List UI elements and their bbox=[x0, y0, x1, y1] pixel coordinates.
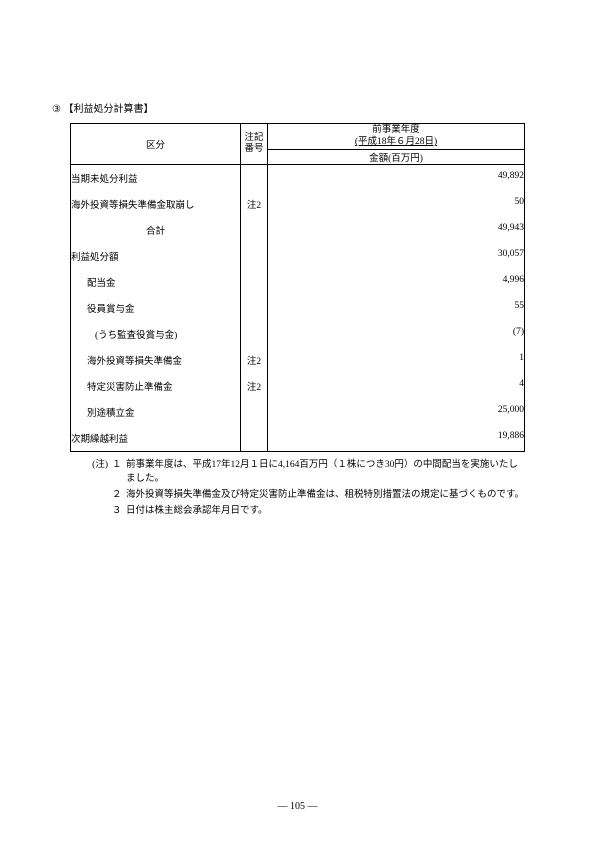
table-row-label: 利益処分額 bbox=[71, 243, 241, 269]
note-prefix bbox=[70, 504, 112, 518]
table-row-note: 注2 bbox=[241, 347, 268, 373]
table-row-amount: 1 bbox=[268, 347, 525, 373]
note-text: 海外投資等損失準備金及び特定災害防止準備金は、租税特別措置法の規定に基づくもので… bbox=[126, 488, 525, 502]
table-row-note bbox=[241, 164, 268, 191]
page-number: ― 105 ― bbox=[0, 801, 595, 812]
table-row-note: 注2 bbox=[241, 191, 268, 217]
note-number: ２ bbox=[112, 488, 126, 502]
table-row-amount: 4 bbox=[268, 373, 525, 399]
table-row-note bbox=[241, 295, 268, 321]
note-prefix: (注) bbox=[70, 458, 112, 487]
table-row-amount: (7) bbox=[268, 321, 525, 347]
table-row-label: 配当金 bbox=[71, 269, 241, 295]
table-row-amount: 49,892 bbox=[268, 164, 525, 191]
table-row-label: 別途積立金 bbox=[71, 399, 241, 425]
note-number: １ bbox=[112, 458, 126, 487]
note-prefix bbox=[70, 488, 112, 502]
header-kubun: 区分 bbox=[71, 124, 241, 165]
table-row-label: 海外投資等損失準備金 bbox=[71, 347, 241, 373]
table-row-amount: 25,000 bbox=[268, 399, 525, 425]
table-row-label: 海外投資等損失準備金取崩し bbox=[71, 191, 241, 217]
note-text: 前事業年度は、平成17年12月１日に4,164百万円（１株につき30円）の中間配… bbox=[126, 458, 525, 487]
table-row-label: 次期繰越利益 bbox=[71, 425, 241, 452]
header-chuuki: 注記 番号 bbox=[241, 124, 268, 165]
note-number: ３ bbox=[112, 504, 126, 518]
section-title-text: 【利益処分計算書】 bbox=[63, 104, 153, 115]
table-row-amount: 30,057 bbox=[268, 243, 525, 269]
table-row-note bbox=[241, 321, 268, 347]
table-row-label: 役員賞与金 bbox=[71, 295, 241, 321]
section-number: ③ bbox=[52, 104, 61, 115]
header-period: 前事業年度 (平成18年６月28日) bbox=[268, 124, 525, 150]
profit-appropriation-table: 区分 注記 番号 前事業年度 (平成18年６月28日) 金額(百万円) 当期未処… bbox=[70, 123, 525, 452]
table-row-amount: 4,996 bbox=[268, 269, 525, 295]
table-row-amount: 55 bbox=[268, 295, 525, 321]
table-row-amount: 19,886 bbox=[268, 425, 525, 452]
table-row-note bbox=[241, 425, 268, 452]
table-row-note bbox=[241, 269, 268, 295]
header-amount: 金額(百万円) bbox=[268, 149, 525, 164]
table-row-label: 特定災害防止準備金 bbox=[71, 373, 241, 399]
table-row-label: 当期未処分利益 bbox=[71, 164, 241, 191]
table-row-amount: 50 bbox=[268, 191, 525, 217]
table-row-label: (うち監査役賞与金) bbox=[71, 321, 241, 347]
table-row-note bbox=[241, 399, 268, 425]
notes-block: (注)１前事業年度は、平成17年12月１日に4,164百万円（１株につき30円）… bbox=[70, 458, 525, 519]
table-row-amount: 49,943 bbox=[268, 217, 525, 243]
table-row-label: 合計 bbox=[71, 217, 241, 243]
table-row-note bbox=[241, 217, 268, 243]
section-title: ③ 【利益処分計算書】 bbox=[52, 100, 525, 115]
table-row-note: 注2 bbox=[241, 373, 268, 399]
note-text: 日付は株主総会承認年月日です。 bbox=[126, 504, 525, 518]
table-row-note bbox=[241, 243, 268, 269]
